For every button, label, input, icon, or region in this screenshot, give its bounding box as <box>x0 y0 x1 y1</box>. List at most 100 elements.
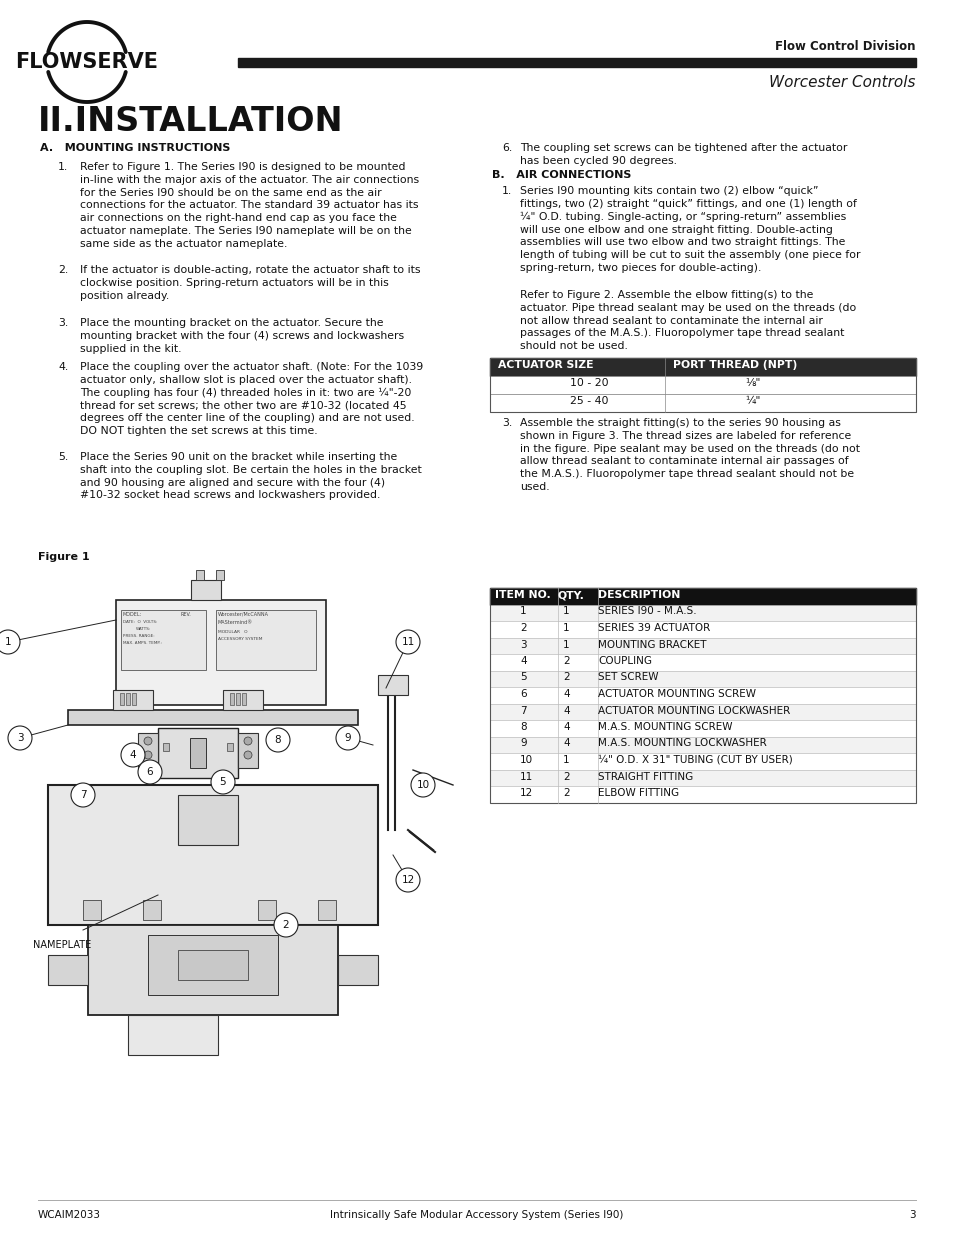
Text: MODEL:: MODEL: <box>123 613 142 618</box>
Bar <box>490 736 915 753</box>
Bar <box>490 375 915 394</box>
Bar <box>68 710 357 725</box>
Circle shape <box>71 783 95 806</box>
Text: REV.: REV. <box>180 613 191 618</box>
Bar <box>163 743 169 751</box>
Bar <box>138 734 158 768</box>
Text: 11: 11 <box>401 637 415 647</box>
Circle shape <box>0 630 20 655</box>
Bar <box>237 58 915 67</box>
Circle shape <box>144 751 152 760</box>
Bar <box>148 935 277 995</box>
Text: 7: 7 <box>80 790 86 800</box>
Text: 7: 7 <box>519 705 526 715</box>
Circle shape <box>244 751 252 760</box>
Circle shape <box>395 868 419 892</box>
Text: 4: 4 <box>519 656 526 666</box>
Text: WCAIM2033: WCAIM2033 <box>38 1210 101 1220</box>
Bar <box>215 571 224 580</box>
Text: 1.: 1. <box>58 162 69 172</box>
Text: Place the coupling over the actuator shaft. (Note: For the 1039
actuator only, s: Place the coupling over the actuator sha… <box>80 362 423 436</box>
Text: Refer to Figure 1. The Series I90 is designed to be mounted
in-line with the maj: Refer to Figure 1. The Series I90 is des… <box>80 162 418 248</box>
Text: II.INSTALLATION: II.INSTALLATION <box>38 105 343 138</box>
Text: 5.: 5. <box>58 452 69 462</box>
Text: 3: 3 <box>16 734 23 743</box>
Text: 12: 12 <box>519 788 533 798</box>
Text: Figure 1: Figure 1 <box>38 552 90 562</box>
Bar <box>112 690 152 710</box>
Bar <box>120 693 124 705</box>
Bar <box>490 394 915 412</box>
Bar <box>235 693 240 705</box>
Bar <box>230 693 233 705</box>
Text: MOUNTING BRACKET: MOUNTING BRACKET <box>598 640 706 650</box>
Bar <box>191 580 221 600</box>
Bar <box>88 925 337 1015</box>
Text: Place the mounting bracket on the actuator. Secure the
mounting bracket with the: Place the mounting bracket on the actuat… <box>80 317 404 353</box>
Text: MAStermind®: MAStermind® <box>218 620 253 625</box>
Text: 9: 9 <box>519 739 526 748</box>
Bar <box>490 588 915 604</box>
Text: 4: 4 <box>562 689 569 699</box>
Text: PORT THREAD (NPT): PORT THREAD (NPT) <box>672 359 797 370</box>
Bar <box>490 655 915 671</box>
Text: Refer to Figure 2. Assemble the elbow fitting(s) to the
actuator. Pipe thread se: Refer to Figure 2. Assemble the elbow fi… <box>519 290 856 351</box>
Text: 4: 4 <box>562 722 569 732</box>
Text: 3.: 3. <box>58 317 69 329</box>
Text: PRESS. RANGE:: PRESS. RANGE: <box>123 634 154 638</box>
Text: QTY.: QTY. <box>558 590 584 600</box>
Circle shape <box>144 737 152 745</box>
Text: Worcester Controls: Worcester Controls <box>769 75 915 90</box>
Bar <box>242 693 246 705</box>
Circle shape <box>266 727 290 752</box>
Text: ¼" O.D. X 31" TUBING (CUT BY USER): ¼" O.D. X 31" TUBING (CUT BY USER) <box>598 755 792 764</box>
Circle shape <box>138 760 162 784</box>
Bar <box>126 693 130 705</box>
Text: SERIES I90 - M.A.S.: SERIES I90 - M.A.S. <box>598 606 696 616</box>
Bar <box>490 621 915 637</box>
Bar <box>143 900 161 920</box>
Text: Series I90 mounting kits contain two (2) elbow “quick”
fittings, two (2) straigh: Series I90 mounting kits contain two (2)… <box>519 186 860 273</box>
Bar <box>178 795 237 845</box>
Text: The coupling set screws can be tightened after the actuator
has been cycled 90 d: The coupling set screws can be tightened… <box>519 143 846 165</box>
Bar <box>337 955 377 986</box>
Text: 5: 5 <box>519 673 526 683</box>
Text: 6.: 6. <box>501 143 512 153</box>
Bar <box>490 769 915 785</box>
Text: ACTUATOR MOUNTING LOCKWASHER: ACTUATOR MOUNTING LOCKWASHER <box>598 705 789 715</box>
Text: 8: 8 <box>519 722 526 732</box>
Text: Worcester/McCANNA: Worcester/McCANNA <box>218 613 269 618</box>
Text: 3: 3 <box>908 1210 915 1220</box>
Bar <box>490 753 915 769</box>
Bar <box>490 358 915 412</box>
Text: ¼": ¼" <box>744 396 760 406</box>
Text: ACCESSORY SYSTEM: ACCESSORY SYSTEM <box>218 637 262 641</box>
Text: 8: 8 <box>274 735 281 745</box>
Text: 2: 2 <box>519 622 526 634</box>
Bar <box>490 687 915 704</box>
Text: NAMEPLATE: NAMEPLATE <box>33 940 91 950</box>
Text: DESCRIPTION: DESCRIPTION <box>598 590 679 600</box>
Text: 1: 1 <box>562 640 569 650</box>
Circle shape <box>8 726 32 750</box>
Bar <box>128 1015 218 1055</box>
Text: 1: 1 <box>562 755 569 764</box>
Bar <box>490 671 915 687</box>
Text: 1: 1 <box>519 606 526 616</box>
Text: 3: 3 <box>519 640 526 650</box>
Text: 1: 1 <box>562 606 569 616</box>
Bar <box>116 600 326 705</box>
Text: Place the Series 90 unit on the bracket while inserting the
shaft into the coupl: Place the Series 90 unit on the bracket … <box>80 452 421 500</box>
Text: B.   AIR CONNECTIONS: B. AIR CONNECTIONS <box>492 170 631 180</box>
Text: M.A.S. MOUNTING LOCKWASHER: M.A.S. MOUNTING LOCKWASHER <box>598 739 766 748</box>
Text: Assemble the straight fitting(s) to the series 90 housing as
shown in Figure 3. : Assemble the straight fitting(s) to the … <box>519 417 859 492</box>
Text: SERIES 39 ACTUATOR: SERIES 39 ACTUATOR <box>598 622 709 634</box>
Bar <box>490 604 915 621</box>
Circle shape <box>411 773 435 797</box>
Text: FLOWSERVE: FLOWSERVE <box>15 52 158 72</box>
Text: 2: 2 <box>562 772 569 782</box>
Bar <box>178 950 248 981</box>
Text: 1: 1 <box>5 637 11 647</box>
Text: 25 - 40: 25 - 40 <box>569 396 608 406</box>
Text: 1: 1 <box>562 622 569 634</box>
